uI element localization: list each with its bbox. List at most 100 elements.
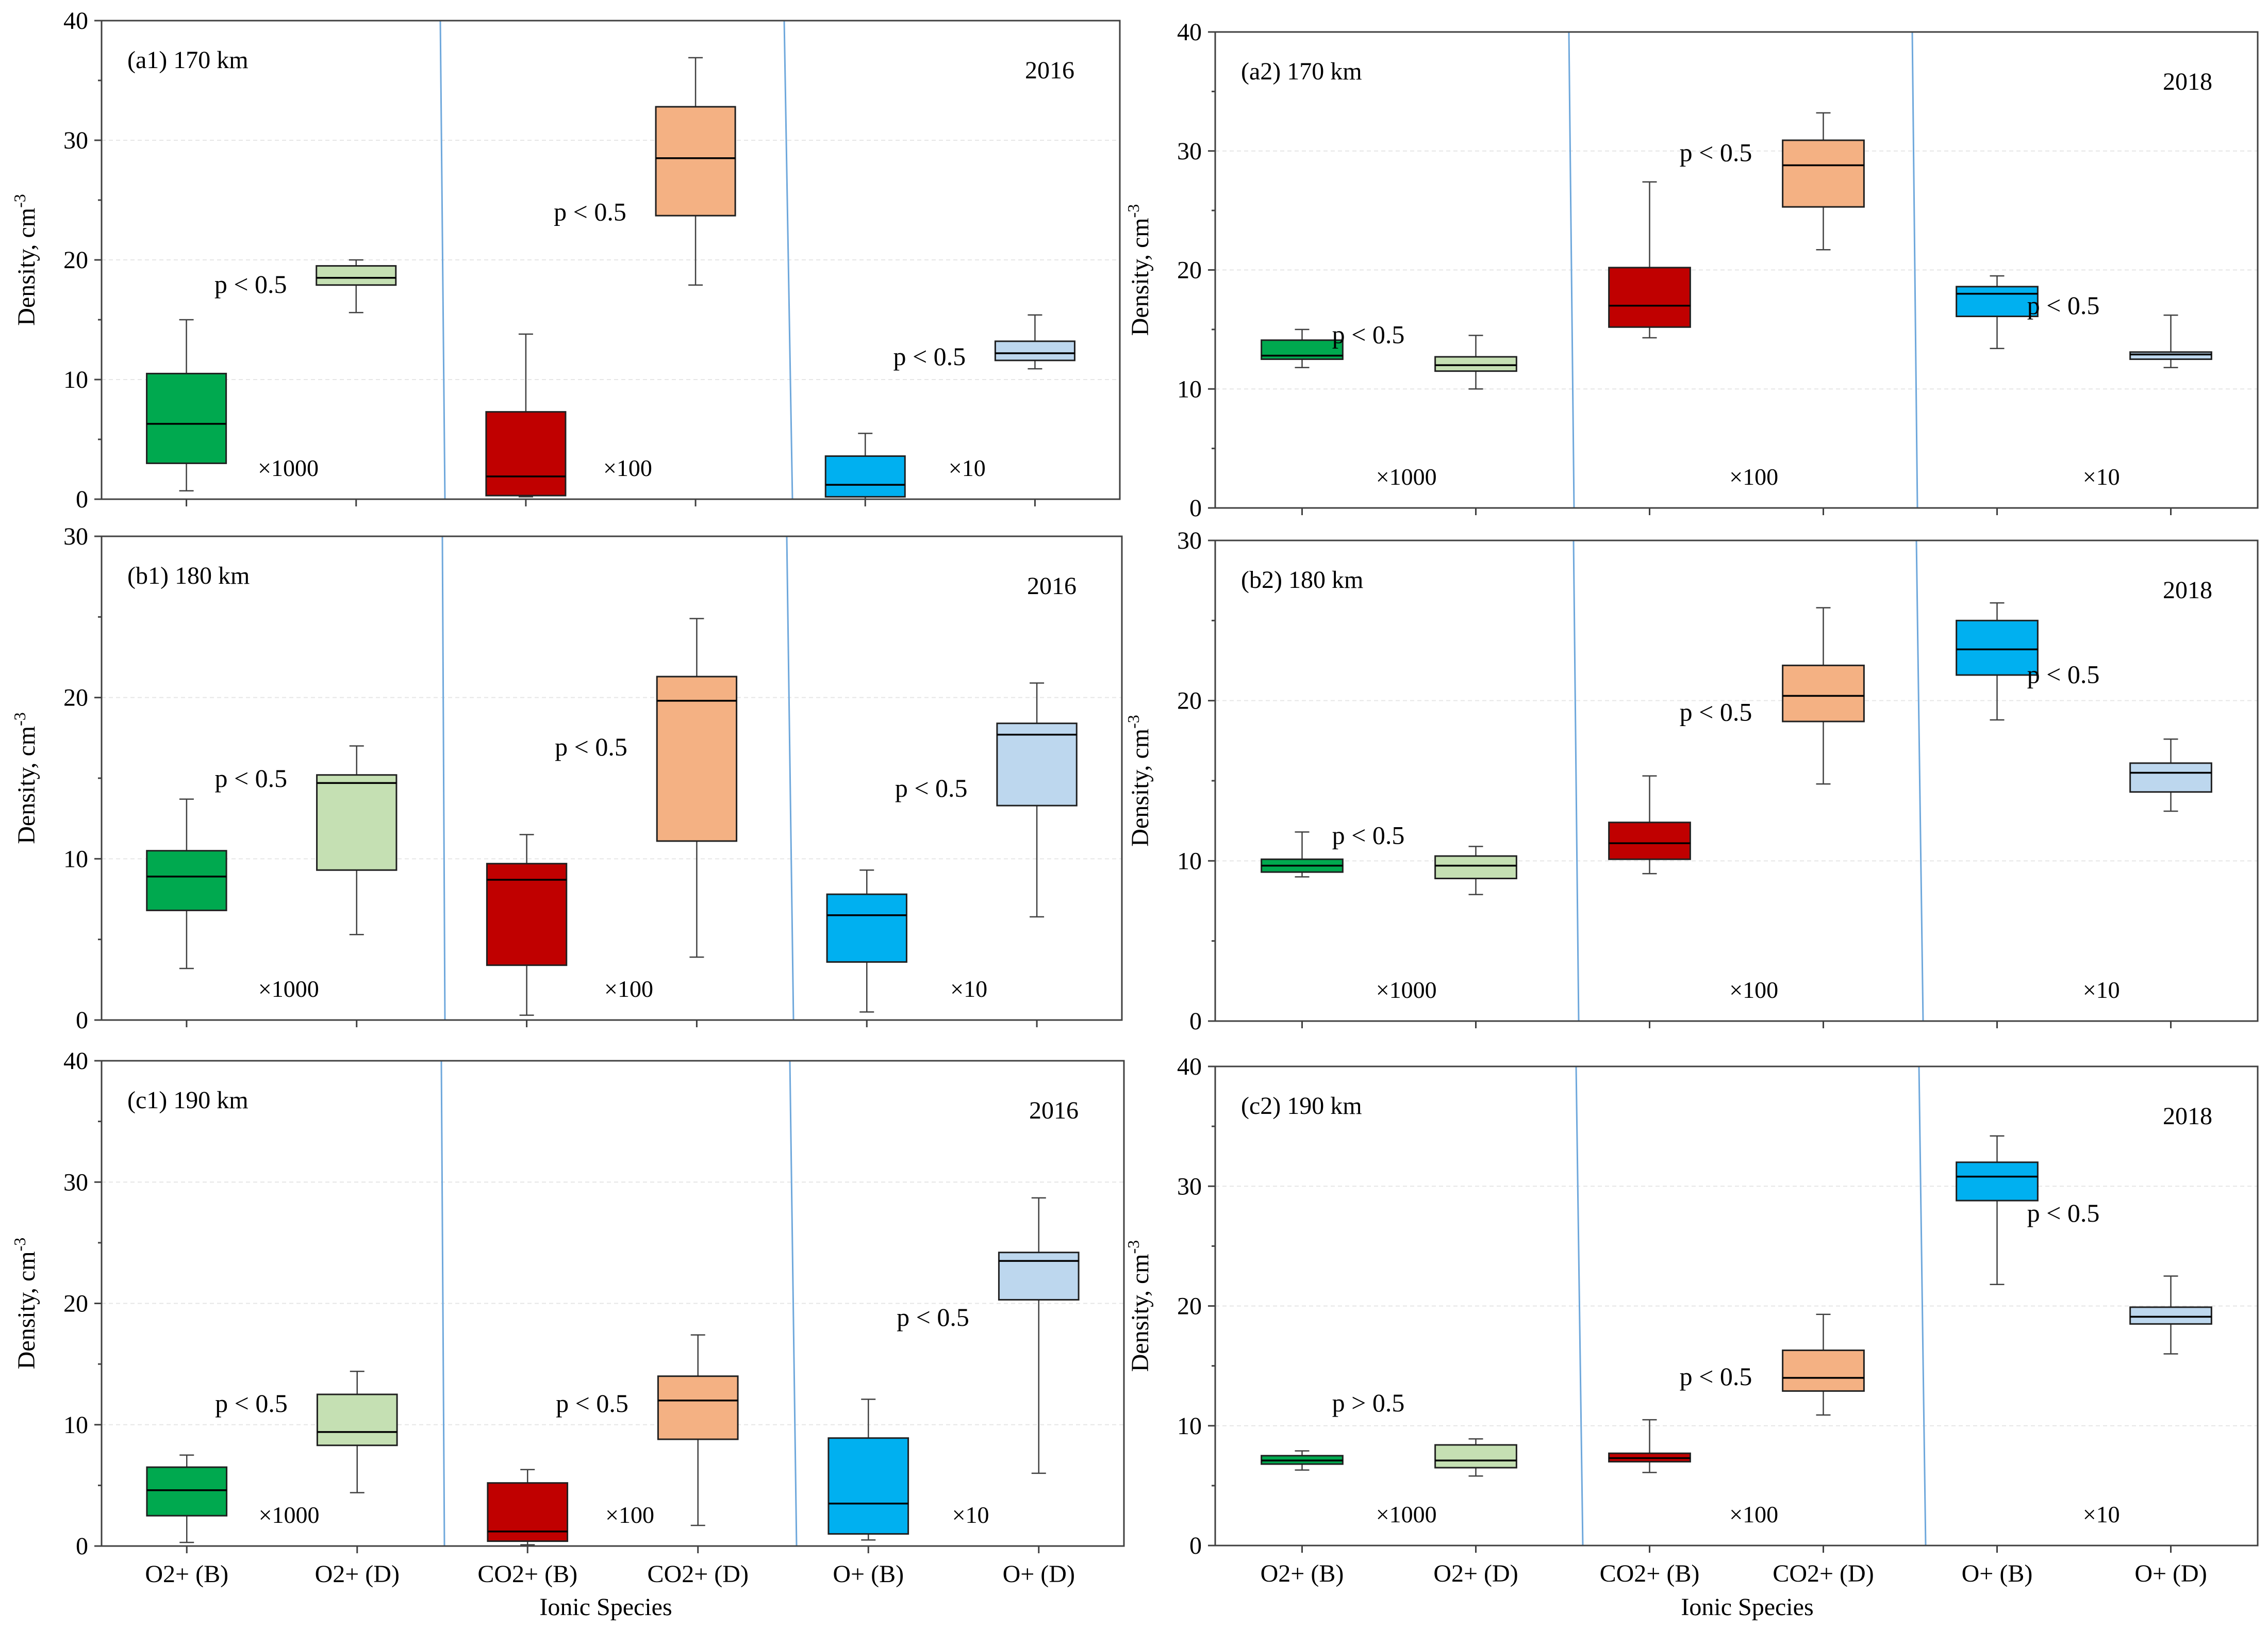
x-category-label: O2+ (D) xyxy=(315,1560,400,1588)
y-tick-label: 10 xyxy=(63,1411,88,1439)
box-iqr xyxy=(996,722,1078,807)
y-axis-title-text: Density, cm xyxy=(1127,218,1154,336)
box-iqr xyxy=(827,1437,909,1535)
box-o-d xyxy=(2129,738,2212,812)
scale-multiplier-label: ×100 xyxy=(1729,464,1778,490)
y-tick-label: 40 xyxy=(63,7,88,35)
box-iqr xyxy=(1782,139,1865,208)
group-separator xyxy=(1911,31,1918,508)
y-tick-label: 30 xyxy=(63,127,88,154)
x-category-label: O+ (B) xyxy=(1962,1560,2033,1587)
p-value-label: p < 0.5 xyxy=(895,774,968,802)
y-tick-label: 40 xyxy=(63,1047,88,1075)
plot-frame xyxy=(1214,31,2259,509)
y-tick-label: 30 xyxy=(63,1169,88,1196)
panel-title: (c2) 190 km xyxy=(1241,1092,1362,1120)
y-axis-title-text: Density, cm xyxy=(13,1251,40,1369)
plot-frame xyxy=(1214,1065,2259,1547)
y-axis-title: Density, cm-3 xyxy=(10,712,40,844)
box-o2-d xyxy=(1434,846,1517,895)
box-o-d xyxy=(996,682,1078,918)
box-iqr xyxy=(487,1482,569,1542)
x-category-label: O+ (B) xyxy=(833,1560,904,1588)
x-category-label: CO2+ (B) xyxy=(1600,1560,1700,1587)
plot-frame xyxy=(101,20,1121,500)
y-tick-label: 20 xyxy=(63,1290,88,1318)
x-category-label: CO2+ (D) xyxy=(1773,1560,1874,1587)
box-iqr xyxy=(1434,356,1517,372)
scale-multiplier-label: ×100 xyxy=(604,976,653,1002)
box-iqr xyxy=(826,893,907,963)
box-iqr xyxy=(1956,619,2039,676)
box-iqr xyxy=(2129,762,2212,793)
y-tick-label: 40 xyxy=(1177,19,1202,46)
y-axis-title-exponent: -3 xyxy=(10,712,29,726)
year-label: 2018 xyxy=(2163,1103,2212,1130)
y-axis-title-exponent: -3 xyxy=(10,1238,29,1252)
box-o2-d xyxy=(316,1370,398,1493)
group-separator xyxy=(786,536,794,1021)
y-axis-title: Density, cm-3 xyxy=(1124,715,1154,847)
box-co2-d xyxy=(1782,112,1865,251)
year-label: 2018 xyxy=(2163,68,2212,95)
group-separator xyxy=(1568,31,1575,508)
y-tick-label: 0 xyxy=(1189,1532,1202,1559)
y-tick-label: 30 xyxy=(63,523,88,550)
scale-multiplier-label: ×10 xyxy=(2083,464,2120,490)
scale-multiplier-label: ×100 xyxy=(1729,977,1778,1003)
box-iqr xyxy=(656,676,738,842)
box-o2-d xyxy=(1434,1438,1517,1477)
scale-multiplier-label: ×100 xyxy=(1729,1501,1778,1527)
box-iqr xyxy=(1956,1161,2039,1202)
y-tick-label: 30 xyxy=(1177,1173,1202,1200)
box-o2-b xyxy=(146,1454,228,1543)
box-o2-b xyxy=(1261,1450,1344,1471)
plot-frame xyxy=(101,1060,1125,1547)
year-label: 2018 xyxy=(2163,577,2212,604)
y-tick-label: 0 xyxy=(1189,1008,1202,1035)
box-o-d xyxy=(998,1197,1080,1474)
plot-frame xyxy=(101,535,1123,1021)
y-axis-title-exponent: -3 xyxy=(10,194,29,208)
y-axis-title: Density, cm-3 xyxy=(10,194,40,326)
y-axis-title-exponent: -3 xyxy=(1124,204,1143,218)
box-co2-b xyxy=(1608,1419,1691,1473)
box-iqr xyxy=(824,455,906,498)
box-o-b xyxy=(1956,602,2039,721)
box-iqr xyxy=(316,774,398,871)
panel-a1: 0 10 20 30 40 (a1) 170 km 2016 p < 0.5 p < 0.5 p … xyxy=(10,7,1121,513)
box-co2-b xyxy=(486,834,568,1016)
y-tick-label: 10 xyxy=(1177,847,1202,875)
box-iqr xyxy=(2129,1306,2212,1325)
group-separator xyxy=(783,20,793,500)
scale-multiplier-label: ×1000 xyxy=(258,976,319,1002)
box-o-b xyxy=(827,1399,909,1541)
y-tick-label: 30 xyxy=(1177,527,1202,554)
box-o2-d xyxy=(1434,335,1517,390)
box-iqr xyxy=(994,340,1075,361)
x-axis-title-left: Ionic Species xyxy=(539,1593,672,1621)
scale-multiplier-label: ×100 xyxy=(603,455,652,481)
box-iqr xyxy=(146,1466,228,1517)
y-tick-label: 20 xyxy=(1177,257,1202,284)
box-iqr xyxy=(1782,664,1865,722)
y-axis-title: Density, cm-3 xyxy=(10,1238,40,1370)
p-value-label: p < 0.5 xyxy=(214,764,287,793)
scale-multiplier-label: ×1000 xyxy=(1376,1501,1437,1527)
group-separator xyxy=(439,20,446,500)
group-separator xyxy=(440,1060,445,1547)
box-iqr xyxy=(316,265,397,286)
y-tick-label: 0 xyxy=(1189,495,1202,522)
x-category-label: O2+ (B) xyxy=(145,1560,228,1588)
box-iqr xyxy=(1956,286,2039,317)
box-o-d xyxy=(2129,314,2212,368)
scale-multiplier-label: ×1000 xyxy=(259,1502,320,1528)
y-axis-title: Density, cm-3 xyxy=(1124,204,1154,336)
box-o2-b xyxy=(1261,831,1344,878)
y-axis-title-text: Density, cm xyxy=(13,208,40,326)
y-tick-label: 40 xyxy=(1177,1053,1202,1080)
panel-title: (a1) 170 km xyxy=(127,46,249,74)
p-value-label: p < 0.5 xyxy=(2027,291,2100,320)
box-iqr xyxy=(485,411,567,497)
panel-title: (a2) 170 km xyxy=(1241,58,1362,85)
